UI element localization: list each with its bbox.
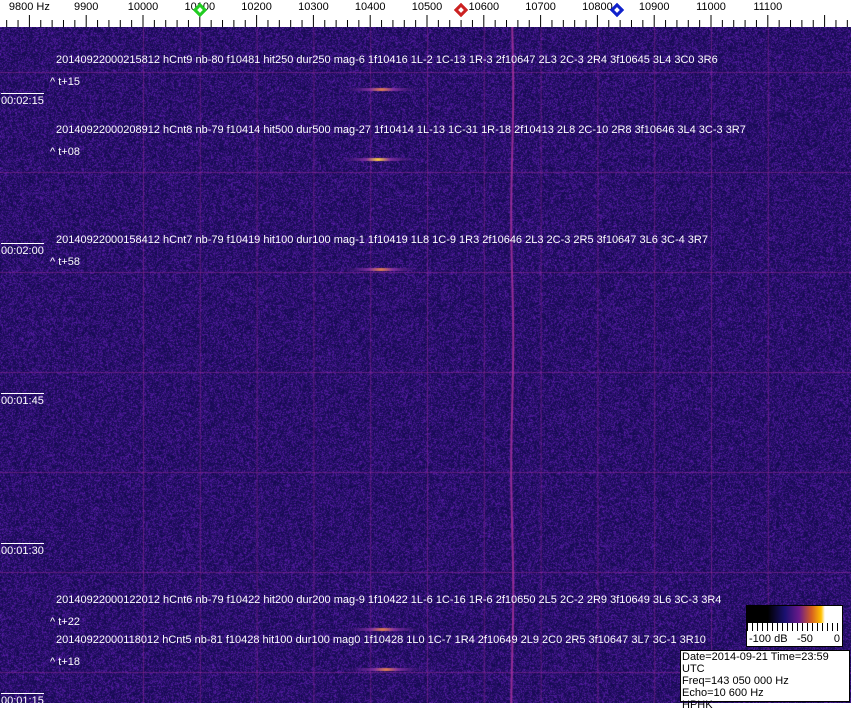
colorbar-ticks [747,623,842,631]
y-tick-label: 00:01:30 [1,543,44,557]
colorbar-legend: -100 dB -50 0 [746,605,843,647]
x-tick-label: 10900 [639,1,670,13]
detection-offset: ^ t+58 [50,256,80,268]
info-box: Date=2014-09-21 Time=23:59 UTC Freq=143 … [680,650,850,702]
x-tick-label: 10700 [525,1,556,13]
y-tick-label: 00:01:15 [1,693,44,707]
info-freq: Freq=143 050 000 Hz [682,675,849,687]
detection-offset: ^ t+15 [50,76,80,88]
detection-offset: ^ t+08 [50,146,80,158]
colorbar-label: -50 [797,633,813,645]
info-station: HPHK [682,699,849,711]
info-echo: Echo=10 600 Hz [682,687,849,699]
y-tick-label: 00:01:45 [1,393,44,407]
frequency-axis: 9800 Hz990010000101001020010300104001050… [0,0,851,27]
detection-line: 20140922000158412 hCnt7 nb-79 f10419 hit… [56,234,708,246]
detection-line: 20140922000118012 hCnt5 nb-81 f10428 hit… [56,634,706,646]
x-tick-label: 9800 Hz [9,1,50,13]
y-tick-label: 00:02:00 [1,243,44,257]
x-tick-label: 11000 [696,1,726,13]
info-date: Date=2014-09-21 Time=23:59 UTC [682,651,849,675]
detection-offset: ^ t+18 [50,656,80,668]
x-tick-label: 10500 [412,1,443,13]
detection-line: 20140922000122012 hCnt6 nb-79 f10422 hit… [56,594,721,606]
x-tick-label: 10800 [582,1,613,13]
x-tick-label: 9900 [74,1,98,13]
colorbar-label: 0 [834,633,840,645]
colorbar-label: -100 dB [749,633,788,645]
x-tick-label: 10000 [128,1,159,13]
detection-line: 20140922000215812 hCnt9 nb-80 f10481 hit… [56,54,718,66]
x-tick-label: 10200 [241,1,272,13]
colorbar-gradient [747,606,842,623]
x-tick-label: 10600 [469,1,500,13]
y-tick-label: 00:02:15 [1,93,44,107]
detection-line: 20140922000208912 hCnt8 nb-79 f10414 hit… [56,124,746,136]
x-tick-label: 11100 [753,1,782,13]
x-tick-label: 10300 [298,1,329,13]
x-tick-label: 10400 [355,1,386,13]
detection-offset: ^ t+22 [50,616,80,628]
